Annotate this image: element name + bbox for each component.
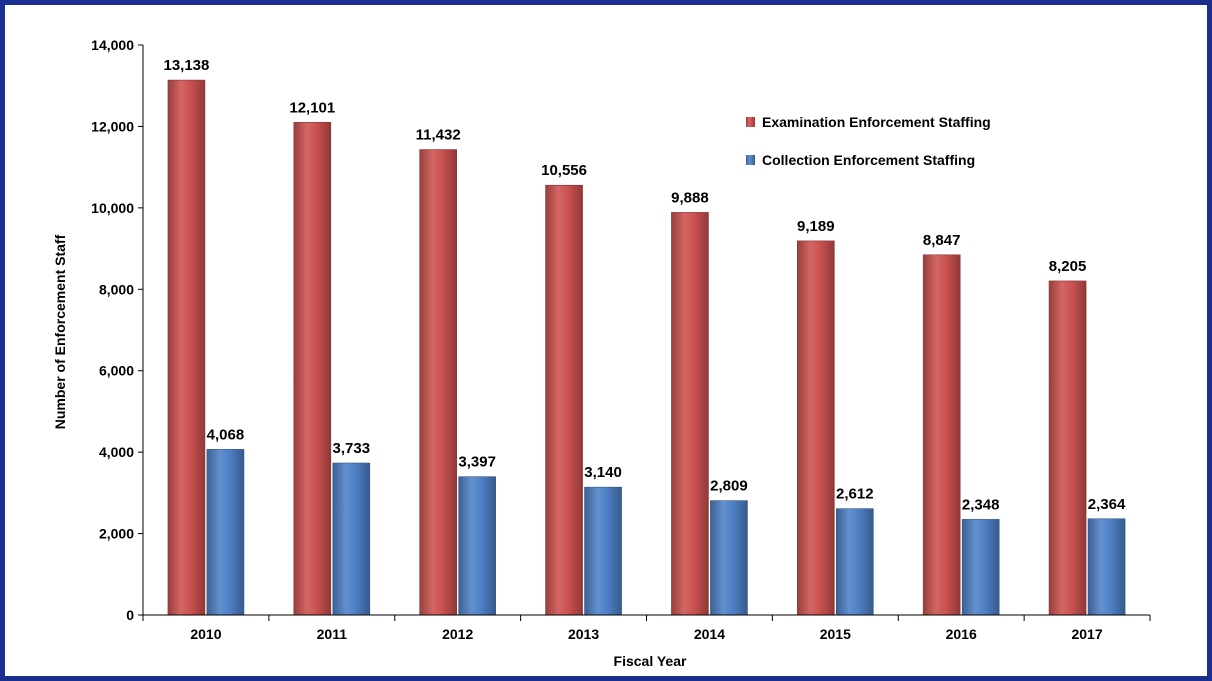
- examination-bar: [797, 240, 835, 616]
- examination-bar: [167, 79, 206, 616]
- examination-data-label: 11,432: [416, 127, 461, 144]
- legend-label-collection: Collection Enforcement Staffing: [762, 152, 975, 168]
- x-tick-label: 2010: [190, 626, 221, 642]
- collection-data-label: 2,348: [962, 496, 1000, 513]
- y-tick-label: 4,000: [99, 444, 134, 460]
- examination-data-label: 9,189: [797, 218, 835, 235]
- examination-bar: [419, 149, 457, 616]
- collection-bar: [206, 449, 245, 616]
- data-labels-layer: 13,138 12,101 11,432 10,556 9,888 9,189 8,847 8…: [163, 57, 1125, 513]
- collection-data-label: 3,140: [584, 464, 622, 481]
- x-tick-label: 2013: [568, 626, 599, 642]
- y-tick-label: 12,000: [91, 118, 134, 134]
- collection-bar: [961, 519, 1000, 616]
- x-tick-label: 2012: [442, 626, 473, 642]
- collection-data-label: 2,364: [1088, 496, 1126, 513]
- examination-data-label: 13,138: [163, 57, 209, 74]
- x-tick-label: 2015: [820, 626, 851, 642]
- examination-bar: [545, 184, 583, 616]
- y-tick-label: 2,000: [99, 526, 134, 542]
- collection-data-label: 4,068: [207, 426, 245, 443]
- collection-bar: [584, 486, 622, 616]
- collection-bar: [836, 508, 874, 616]
- y-tick-label: 0: [126, 607, 134, 623]
- examination-data-label: 9,888: [671, 189, 709, 206]
- examination-bar: [1048, 280, 1087, 616]
- collection-data-label: 3,397: [458, 454, 496, 471]
- collection-data-label: 2,809: [710, 478, 748, 495]
- y-tick-label: 8,000: [99, 281, 134, 297]
- collection-data-label: 3,733: [333, 440, 371, 457]
- collection-bar: [1087, 518, 1126, 616]
- y-axis-title: Number of Enforcement Staff: [52, 234, 68, 429]
- examination-bar: [671, 212, 709, 616]
- legend-label-examination: Examination Enforcement Staffing: [762, 114, 991, 130]
- examination-bar: [922, 254, 961, 616]
- legend: Examination Enforcement Staffing Collect…: [746, 114, 991, 168]
- examination-data-label: 12,101: [289, 99, 335, 116]
- collection-bar: [332, 462, 371, 616]
- x-tick-label: 2011: [317, 626, 348, 642]
- x-tick-label: 2016: [946, 626, 977, 642]
- collection-bar: [710, 500, 748, 616]
- x-ticks: 2010 2011 2012 2013 2014 2015 2016 2017: [142, 615, 1151, 642]
- examination-bar: [293, 122, 332, 616]
- x-axis-title: Fiscal Year: [614, 653, 687, 669]
- y-ticks: 0 2,000 4,000 6,000 8,000 10,000 12,000 14,000: [91, 37, 143, 623]
- legend-swatch-examination: [746, 117, 755, 127]
- y-tick-label: 6,000: [99, 363, 134, 379]
- y-tick-label: 14,000: [91, 37, 134, 53]
- x-tick-label: 2017: [1071, 626, 1102, 642]
- legend-swatch-collection: [746, 155, 755, 165]
- collection-data-label: 2,612: [836, 486, 874, 503]
- bars-layer: [167, 79, 1126, 616]
- x-tick-label: 2014: [694, 626, 725, 642]
- collection-bar: [458, 476, 496, 616]
- examination-data-label: 8,205: [1049, 258, 1087, 275]
- examination-data-label: 8,847: [923, 232, 961, 249]
- y-tick-label: 10,000: [91, 200, 134, 216]
- examination-data-label: 10,556: [541, 162, 587, 179]
